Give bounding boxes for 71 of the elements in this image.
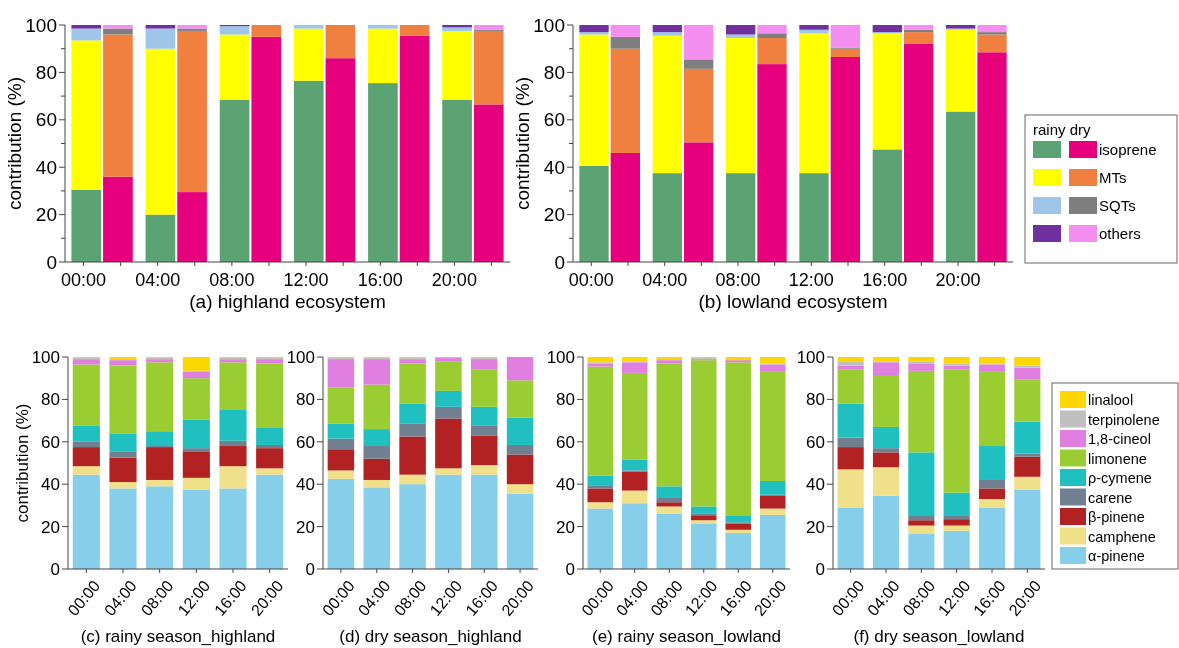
legend-label: linalool <box>1088 392 1134 408</box>
y-tick-label: 100 <box>533 14 565 36</box>
y-tick-label: 100 <box>286 347 315 367</box>
legend-label: terpinolene <box>1088 411 1160 428</box>
legend-label: β-pinene <box>1088 509 1145 525</box>
legend-label: SQTs <box>1099 197 1136 214</box>
legend-label: MTs <box>1099 169 1127 186</box>
y-tick-label: 40 <box>35 156 57 178</box>
x-axis-title: (b) lowland ecosystem <box>698 291 888 312</box>
y-tick-label: 0 <box>554 251 565 273</box>
y-tick-label: 100 <box>796 347 825 367</box>
y-axis-title: contribution (%) <box>13 403 32 523</box>
x-tick-label: 00:00 <box>61 270 107 290</box>
y-tick-label: 0 <box>46 251 57 273</box>
legend-label: camphene <box>1088 528 1156 545</box>
x-axis-title: (c) rainy season_highland <box>80 627 276 646</box>
y-tick-label: 0 <box>815 559 825 579</box>
y-tick-label: 60 <box>296 432 315 452</box>
y-tick-label: 20 <box>556 517 575 537</box>
x-axis-title: (e) rainy season_lowland <box>592 627 781 646</box>
legend-label: α-pinene <box>1088 548 1145 564</box>
legend-label: others <box>1099 225 1141 242</box>
x-tick-label: 04:00 <box>135 270 181 290</box>
y-tick-label: 100 <box>25 14 57 36</box>
legend-label: carene <box>1088 489 1133 506</box>
legend-title: rainy dry <box>1033 121 1092 138</box>
legend-label: ρ-cymene <box>1088 470 1152 486</box>
y-tick-label: 20 <box>543 204 565 226</box>
y-tick-label: 40 <box>296 475 315 495</box>
y-tick-label: 40 <box>543 156 565 178</box>
y-tick-label: 40 <box>41 475 60 495</box>
y-tick-label: 80 <box>41 390 60 410</box>
y-tick-label: 20 <box>296 517 315 537</box>
x-axis-title: (d) dry season_highland <box>339 627 522 646</box>
x-tick-label: 20:00 <box>431 270 477 290</box>
legend-label: 1,8-cineol <box>1088 431 1151 447</box>
y-tick-label: 60 <box>556 432 575 452</box>
x-tick-label: 16:00 <box>357 270 403 290</box>
y-tick-label: 80 <box>296 390 315 410</box>
x-axis-title: (f) dry season_lowland <box>853 627 1025 646</box>
y-tick-label: 20 <box>41 517 60 537</box>
y-tick-label: 0 <box>50 559 60 579</box>
y-tick-label: 60 <box>806 432 825 452</box>
y-tick-label: 60 <box>543 109 565 131</box>
x-tick-label: 00:00 <box>568 270 614 290</box>
x-tick-label: 04:00 <box>642 270 688 290</box>
y-tick-label: 20 <box>806 517 825 537</box>
y-tick-label: 0 <box>305 559 315 579</box>
y-tick-label: 40 <box>556 475 575 495</box>
x-tick-label: 20:00 <box>935 270 981 290</box>
y-tick-label: 100 <box>546 347 575 367</box>
x-tick-label: 12:00 <box>283 270 329 290</box>
x-axis-title: (a) highland ecosystem <box>189 291 386 312</box>
y-tick-label: 20 <box>35 204 57 226</box>
y-tick-label: 80 <box>543 62 565 84</box>
y-tick-label: 40 <box>806 475 825 495</box>
y-axis-title: contribution (%) <box>4 76 25 211</box>
legend-label: limonene <box>1088 450 1147 467</box>
y-tick-label: 0 <box>565 559 575 579</box>
x-tick-label: 08:00 <box>209 270 255 290</box>
y-tick-label: 80 <box>556 390 575 410</box>
x-tick-label: 12:00 <box>788 270 834 290</box>
x-tick-label: 08:00 <box>715 270 761 290</box>
y-tick-label: 80 <box>35 62 57 84</box>
legend-label: isoprene <box>1099 141 1157 158</box>
y-tick-label: 80 <box>806 390 825 410</box>
y-tick-label: 60 <box>35 109 57 131</box>
x-tick-label: 16:00 <box>862 270 908 290</box>
y-tick-label: 100 <box>31 347 60 367</box>
y-tick-label: 60 <box>41 432 60 452</box>
y-axis-title: contribution (%) <box>512 76 533 211</box>
